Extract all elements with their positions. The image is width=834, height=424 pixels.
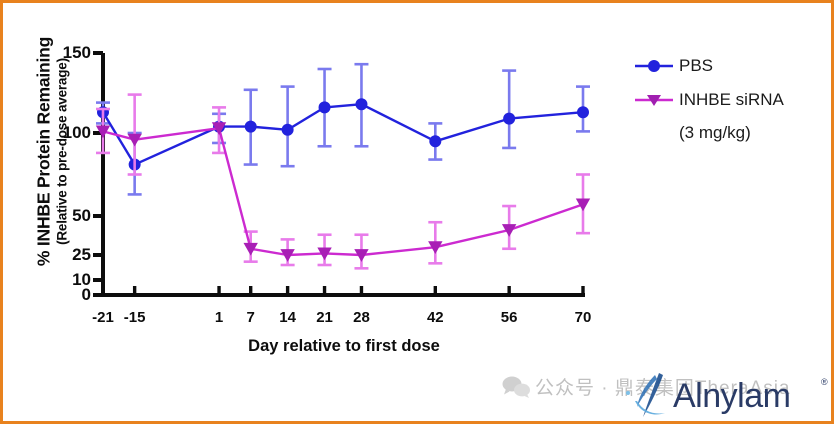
series-line [102, 126, 584, 257]
y-axis-tick-label: 50 [72, 206, 91, 225]
data-point [127, 133, 142, 147]
x-axis-tick-label: 28 [353, 309, 370, 326]
series-pbs [96, 62, 590, 196]
wechat-icon [501, 375, 531, 399]
wechat-watermark-text: 公众号 · 鼎泰集团TheraAsia [535, 378, 791, 399]
legend-label-inhbe-sirna: INHBE siRNA [679, 90, 784, 109]
legend-marker-triangle-icon [633, 90, 675, 110]
x-axis-tick-label: -21 [92, 309, 114, 326]
legend-item-dose: (3 mg/kg) [633, 117, 831, 149]
y-axis-tick-label: 25 [72, 245, 91, 264]
data-point [428, 241, 443, 255]
x-axis-title: Day relative to first dose [248, 337, 440, 355]
alnylam-logo: Alnylam ® [625, 371, 831, 421]
x-axis-tick-label: 21 [316, 309, 333, 326]
legend-label-dose: (3 mg/kg) [679, 123, 751, 142]
alnylam-wordmark: Alnylam [673, 377, 791, 415]
data-point [503, 112, 516, 125]
chart-legend: PBS INHBE siRNA (3 mg/kg) [633, 49, 831, 149]
legend-item-inhbe-sirna: INHBE siRNA [633, 83, 831, 117]
x-axis-tick-label: 14 [279, 309, 296, 326]
series-inhbe-sirna [95, 93, 591, 270]
data-point [355, 98, 368, 111]
data-point [577, 106, 589, 119]
alnylam-trademark: ® [821, 377, 828, 387]
series-line [101, 102, 584, 166]
data-point [317, 247, 332, 261]
wechat-watermark: 公众号 · 鼎泰集团TheraAsia [501, 373, 790, 400]
legend-label-pbs: PBS [679, 56, 714, 75]
data-point [244, 120, 257, 133]
x-axis-tick-label: 42 [426, 309, 444, 326]
data-point [575, 198, 591, 212]
data-point [280, 249, 295, 262]
alnylam-mark-icon [626, 373, 665, 417]
data-point [281, 123, 294, 136]
data-point [211, 122, 227, 136]
data-point [318, 101, 331, 114]
y-axis-tick-label: 10 [72, 270, 91, 289]
x-axis-tick-label: 70 [574, 309, 592, 326]
data-point [95, 125, 111, 139]
legend-marker-circle-icon [633, 56, 675, 76]
y-axis-tick-label: 100 [62, 123, 91, 142]
chart-figure: % INHBE Protein Remaining (Relative to p… [3, 3, 831, 421]
plot-canvas [93, 51, 591, 297]
x-axis-tick-label: 1 [214, 309, 224, 326]
y-axis-tick-label: 150 [62, 43, 91, 62]
data-point [354, 249, 369, 262]
data-point [501, 224, 517, 237]
x-axis-tick-label: 7 [246, 309, 255, 326]
y-axis-tick-label: 0 [81, 285, 91, 304]
legend-item-pbs: PBS [633, 49, 831, 83]
data-point [243, 242, 258, 256]
x-axis-tick-label: -15 [123, 309, 146, 326]
x-axis-tick-label: 56 [500, 309, 518, 326]
data-point [429, 135, 442, 148]
